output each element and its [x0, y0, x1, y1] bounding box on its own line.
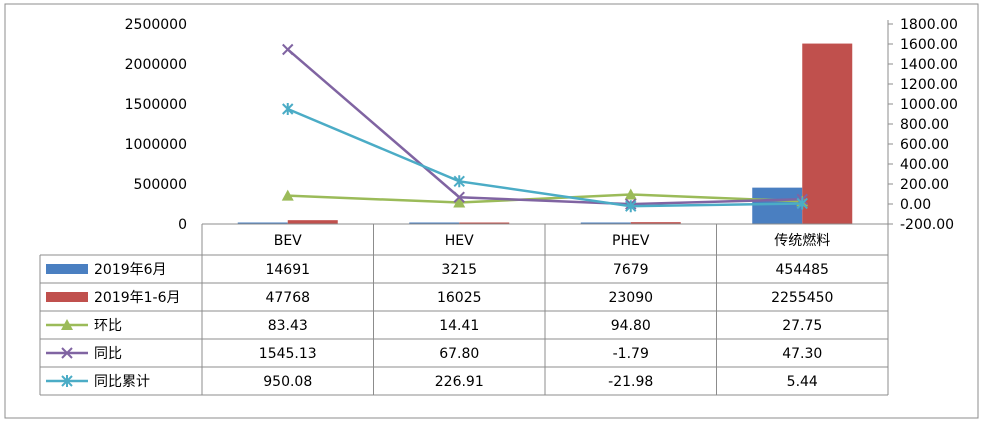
table-cell: -21.98 — [608, 374, 653, 390]
table-cell: 1545.13 — [259, 346, 317, 362]
series-line-5 — [287, 107, 803, 208]
legend-key-4-marker — [61, 347, 73, 359]
legend-key-2 — [46, 292, 88, 302]
series-5-point-PHEV — [625, 200, 637, 213]
bar-1-BEV — [237, 222, 288, 224]
table-cell: 47.30 — [782, 346, 822, 362]
left-axis-tick-label: 0 — [178, 217, 187, 233]
series-4-point-HEV — [453, 191, 465, 203]
category-label: BEV — [274, 233, 302, 249]
series-5-point-传统燃料 — [796, 197, 808, 210]
plot-area — [237, 43, 853, 225]
series-3-point-PHEV — [624, 188, 637, 200]
left-axis-tick-label: 500000 — [134, 177, 187, 193]
bar-2-HEV — [459, 222, 510, 224]
table-cell: 94.80 — [611, 318, 651, 334]
table-cell: 7679 — [613, 262, 649, 278]
right-axis-tick-label: 200.00 — [900, 177, 949, 193]
right-axis-tick-label: 1800.00 — [900, 17, 958, 33]
category-label: HEV — [445, 233, 474, 249]
category-label: 传统燃料 — [774, 232, 830, 249]
table-cell: 83.43 — [268, 318, 308, 334]
legend-label: 2019年6月 — [94, 262, 167, 278]
left-axis-tick-label: 1500000 — [125, 97, 187, 113]
legend-key-3-marker — [61, 319, 73, 330]
bar-1-PHEV — [580, 222, 631, 224]
axes: 2500000 2000000 1500000 1000000 500000 0 1800.… — [125, 17, 958, 233]
bar-2-PHEV — [630, 222, 681, 224]
legend-label: 同比 — [94, 346, 122, 362]
legend-label: 2019年1-6月 — [94, 290, 181, 306]
series-3-point-HEV — [453, 196, 466, 208]
legend-label: 环比 — [94, 318, 122, 334]
right-axis-tick-label: 800.00 — [900, 117, 949, 133]
table-cell: 67.80 — [439, 346, 479, 362]
table-cell: 454485 — [776, 262, 829, 278]
table-cell: 950.08 — [263, 374, 312, 390]
series-3-point-BEV — [281, 189, 294, 201]
table-cell: 226.91 — [435, 374, 484, 390]
series-5-point-BEV — [282, 102, 294, 115]
series-5-point-HEV — [453, 175, 465, 188]
bar-1-传统燃料 — [752, 187, 803, 224]
right-axis-tick-label: -200.00 — [900, 217, 954, 233]
series-line-4 — [286, 48, 803, 206]
category-label: PHEV — [612, 233, 650, 249]
right-axis-tick-label: 400.00 — [900, 157, 949, 173]
table-cell: 47768 — [265, 290, 310, 306]
right-axis-tick-label: 1600.00 — [900, 37, 958, 53]
series-4-point-BEV — [282, 43, 294, 56]
right-axis-tick-label: 0.00 — [900, 197, 931, 213]
table-cell: 2255450 — [771, 290, 833, 306]
legend-key-5-marker — [61, 375, 73, 387]
table-cell: 14.41 — [439, 318, 479, 334]
bar-2-BEV — [287, 220, 338, 224]
table-cell: 27.75 — [782, 318, 822, 334]
series-line-3 — [287, 193, 803, 204]
table-cell: 5.44 — [787, 374, 818, 390]
left-axis-tick-label: 2500000 — [125, 17, 187, 33]
left-axis-tick-label: 1000000 — [125, 137, 187, 153]
table-cell: -1.79 — [613, 346, 649, 362]
table-cell: 14691 — [265, 262, 310, 278]
table-cell: 16025 — [437, 290, 482, 306]
data-table: BEV HEV PHEV 传统燃料 2019年6月 14691 3215 7679 454485… — [39, 223, 889, 396]
table-cell: 3215 — [441, 262, 477, 278]
right-axis-tick-label: 1000.00 — [900, 97, 958, 113]
table-cell: 23090 — [608, 290, 653, 306]
legend-label: 同比累计 — [94, 374, 150, 390]
left-axis-tick-label: 2000000 — [125, 57, 187, 73]
right-axis-tick-label: 1200.00 — [900, 77, 958, 93]
right-axis-tick-label: 600.00 — [900, 137, 949, 153]
bar-2-传统燃料 — [802, 43, 853, 225]
bar-1-HEV — [409, 222, 460, 224]
legend-key-1 — [46, 264, 88, 274]
right-axis-tick-label: 1400.00 — [900, 57, 958, 73]
